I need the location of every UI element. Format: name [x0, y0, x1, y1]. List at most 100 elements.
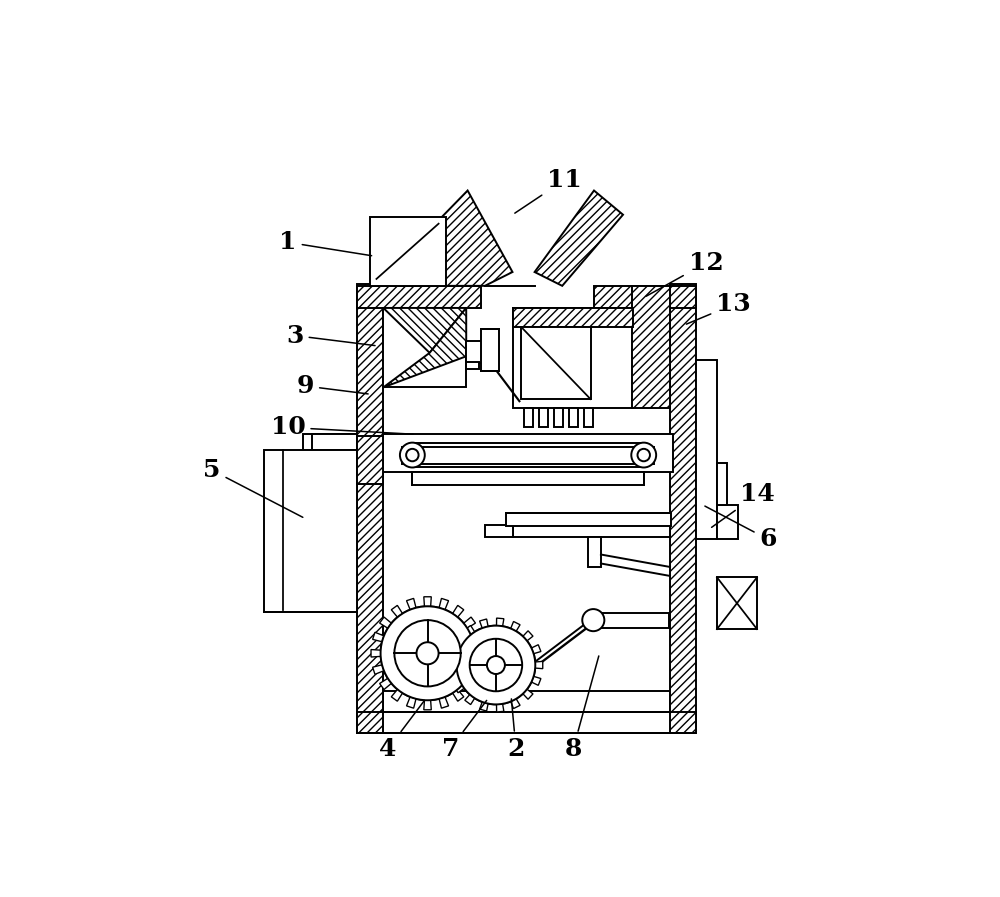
- Text: 13: 13: [686, 292, 751, 324]
- Bar: [632, 286, 670, 408]
- Polygon shape: [380, 617, 391, 628]
- Bar: [594, 286, 696, 308]
- Polygon shape: [424, 597, 431, 606]
- Bar: [554, 408, 563, 427]
- Polygon shape: [373, 632, 384, 641]
- Bar: [383, 434, 673, 473]
- Circle shape: [381, 606, 475, 701]
- Text: 2: 2: [507, 699, 525, 761]
- Bar: [506, 513, 671, 526]
- Bar: [524, 408, 533, 427]
- Text: 14: 14: [712, 483, 775, 527]
- Bar: [402, 447, 654, 464]
- Polygon shape: [380, 678, 391, 690]
- Bar: [303, 434, 357, 449]
- Polygon shape: [465, 694, 475, 704]
- Bar: [717, 578, 757, 629]
- Bar: [370, 217, 446, 286]
- Bar: [312, 434, 357, 449]
- Polygon shape: [474, 649, 484, 657]
- Circle shape: [400, 442, 425, 467]
- Bar: [512, 308, 633, 408]
- Text: 12: 12: [646, 251, 723, 296]
- Text: 10: 10: [271, 415, 413, 440]
- Polygon shape: [497, 618, 504, 626]
- Polygon shape: [471, 665, 482, 675]
- Polygon shape: [535, 190, 623, 286]
- Bar: [521, 327, 591, 399]
- Circle shape: [470, 639, 522, 692]
- Circle shape: [394, 620, 461, 686]
- Bar: [485, 525, 512, 537]
- Polygon shape: [531, 645, 541, 654]
- Polygon shape: [464, 678, 475, 690]
- Bar: [412, 473, 644, 484]
- Text: 3: 3: [286, 324, 375, 347]
- Bar: [466, 361, 479, 369]
- Text: 8: 8: [565, 656, 599, 761]
- Polygon shape: [388, 190, 512, 286]
- Polygon shape: [391, 690, 403, 701]
- Bar: [512, 308, 633, 327]
- Bar: [383, 308, 466, 388]
- Polygon shape: [407, 598, 416, 610]
- Polygon shape: [439, 697, 449, 709]
- Polygon shape: [449, 669, 458, 677]
- Polygon shape: [511, 699, 520, 709]
- Circle shape: [487, 656, 505, 674]
- Polygon shape: [471, 632, 482, 641]
- Circle shape: [416, 642, 439, 665]
- Polygon shape: [511, 622, 520, 631]
- Bar: [717, 505, 738, 539]
- Polygon shape: [454, 637, 464, 647]
- Polygon shape: [464, 617, 475, 628]
- Bar: [696, 360, 717, 539]
- Polygon shape: [453, 690, 464, 701]
- Bar: [357, 436, 383, 484]
- Polygon shape: [480, 619, 488, 628]
- Text: 6: 6: [705, 506, 777, 552]
- Polygon shape: [439, 598, 449, 610]
- Polygon shape: [523, 689, 533, 700]
- Polygon shape: [449, 653, 458, 661]
- Text: 11: 11: [515, 168, 582, 213]
- Bar: [717, 464, 727, 505]
- Polygon shape: [407, 697, 416, 709]
- Bar: [383, 692, 670, 712]
- Bar: [466, 341, 486, 363]
- Bar: [569, 408, 578, 427]
- Polygon shape: [465, 625, 475, 636]
- Bar: [357, 283, 383, 733]
- Text: 1: 1: [279, 231, 372, 256]
- Circle shape: [457, 626, 535, 704]
- Polygon shape: [391, 605, 403, 617]
- Bar: [264, 449, 357, 612]
- Circle shape: [406, 448, 419, 461]
- Bar: [539, 408, 548, 427]
- Polygon shape: [383, 308, 466, 353]
- Bar: [357, 712, 696, 733]
- Polygon shape: [371, 649, 381, 657]
- Circle shape: [631, 442, 656, 467]
- Circle shape: [582, 609, 604, 631]
- Circle shape: [381, 606, 475, 701]
- Bar: [357, 286, 481, 308]
- Polygon shape: [535, 661, 543, 668]
- Bar: [670, 283, 696, 733]
- Polygon shape: [424, 701, 431, 710]
- Polygon shape: [523, 631, 533, 640]
- Text: 7: 7: [442, 701, 487, 761]
- Circle shape: [638, 448, 650, 461]
- Bar: [584, 408, 593, 427]
- Circle shape: [457, 626, 535, 704]
- Polygon shape: [531, 676, 541, 685]
- Polygon shape: [383, 308, 466, 388]
- Bar: [481, 328, 499, 371]
- Text: 5: 5: [203, 458, 303, 518]
- Bar: [512, 525, 670, 537]
- Polygon shape: [454, 684, 464, 692]
- Bar: [588, 537, 601, 567]
- Polygon shape: [480, 702, 488, 711]
- Polygon shape: [497, 704, 504, 712]
- Bar: [593, 613, 669, 628]
